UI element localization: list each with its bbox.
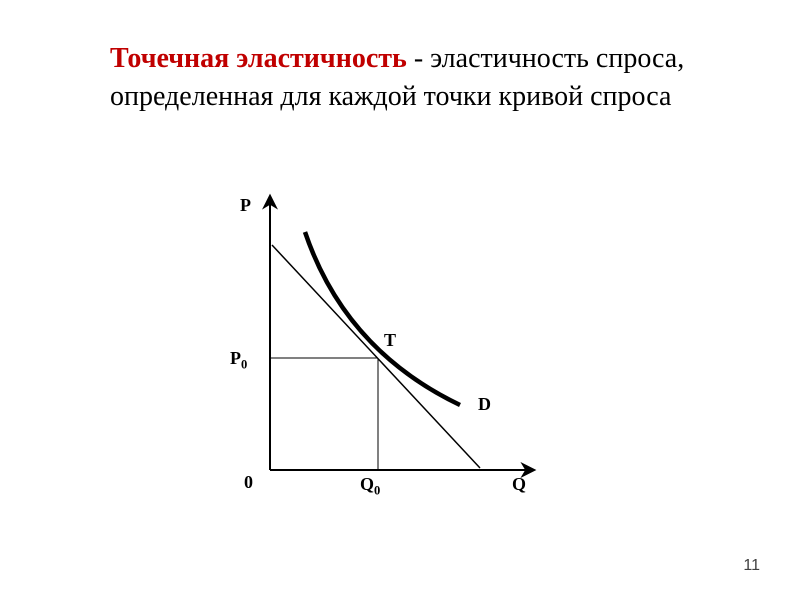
slide: Точечная эластичность - эластичность спр… bbox=[0, 0, 800, 600]
elasticity-chart: P P0 T D 0 Q0 Q bbox=[200, 190, 560, 510]
label-q0: Q0 bbox=[360, 474, 380, 499]
label-d: D bbox=[478, 394, 491, 415]
title-term: Точечная эластичность bbox=[110, 43, 407, 74]
label-p: P bbox=[240, 195, 251, 216]
label-zero: 0 bbox=[244, 472, 253, 493]
tangent-line bbox=[272, 245, 480, 468]
demand-curve bbox=[305, 232, 460, 405]
title-block: Точечная эластичность - эластичность спр… bbox=[110, 40, 690, 116]
label-q: Q bbox=[512, 474, 526, 495]
label-t: T bbox=[384, 330, 396, 351]
label-p0: P0 bbox=[230, 348, 247, 373]
chart-svg bbox=[200, 190, 560, 510]
label-q0-sub: 0 bbox=[374, 484, 380, 498]
page-number: 11 bbox=[743, 557, 760, 575]
label-p0-sub: 0 bbox=[241, 358, 247, 372]
label-p0-prefix: P bbox=[230, 348, 241, 368]
label-q0-prefix: Q bbox=[360, 474, 374, 494]
